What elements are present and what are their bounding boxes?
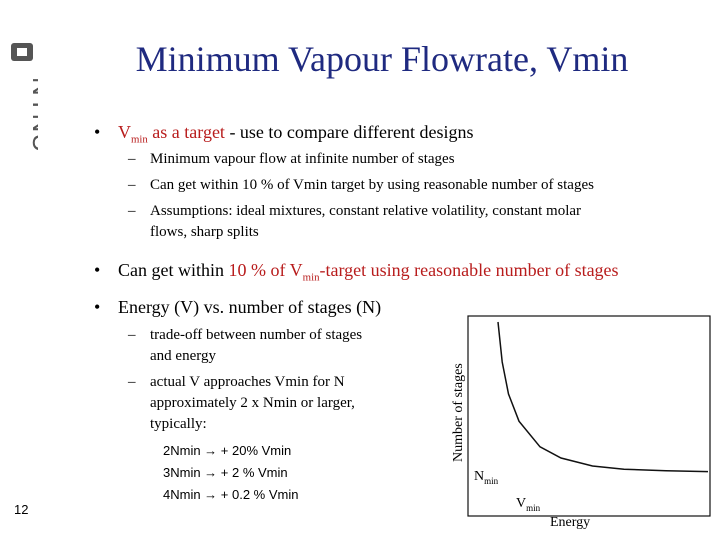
sub-item-min-flow: – Minimum vapour flow at infinite number … <box>128 151 455 167</box>
series-line <box>497 321 709 473</box>
sub-item-within-10: – Can get within 10 % of Vmin target by u… <box>128 177 594 193</box>
nmin-label: Nmin <box>474 469 499 486</box>
sub-item-approach: – actual V approaches Vmin for N <box>128 374 345 390</box>
slide-number: 12 <box>14 502 29 517</box>
typical-2nmin: 2Nmin → + 20% Vmin <box>163 443 292 458</box>
bullet-icon: • <box>94 297 101 317</box>
bullet-within-10: • Can get within 10 % of Vmin-target usi… <box>94 260 619 284</box>
typical-3nmin: 3Nmin → + 2 % Vmin <box>163 465 288 480</box>
y-axis-label: Number of stages <box>451 363 466 462</box>
sub-item-assumptions-cont: flows, sharp splits <box>150 224 259 240</box>
x-axis-label: Energy <box>550 515 590 530</box>
sub-item-tradeoff: – trade-off between number of stages <box>128 327 363 343</box>
ntnu-sidebar: NTNU 12 <box>0 0 44 540</box>
ntnu-wordmark: NTNU <box>27 77 38 153</box>
typical-4nmin: 4Nmin → + 0.2 % Vmin <box>163 487 299 502</box>
chart-frame <box>467 315 711 517</box>
bullet-icon: • <box>94 260 101 280</box>
sub-item-tradeoff-cont: and energy <box>150 348 216 364</box>
svg-text:NTNU: NTNU <box>27 77 38 153</box>
page-title: Minimum Vapour Flowrate, Vmin <box>135 39 629 79</box>
sub-item-assumptions: – Assumptions: ideal mixtures, constant r… <box>128 203 582 219</box>
sub-item-approach-cont: approximately 2 x Nmin or larger, <box>150 395 355 411</box>
sub-item-typically: typically: <box>150 416 207 432</box>
bullet-energy-vs-stages: • Energy (V) vs. number of stages (N) <box>94 297 382 317</box>
ntnu-logo-icon <box>11 43 33 61</box>
bullet-vmin-target: • Vmin as a target - use to compare diff… <box>94 122 474 146</box>
vmin-label: Vmin <box>516 496 541 513</box>
bullet-icon: • <box>94 122 101 142</box>
stages-vs-energy-chart: Number of stages Energy Nmin Vmin <box>451 315 711 530</box>
